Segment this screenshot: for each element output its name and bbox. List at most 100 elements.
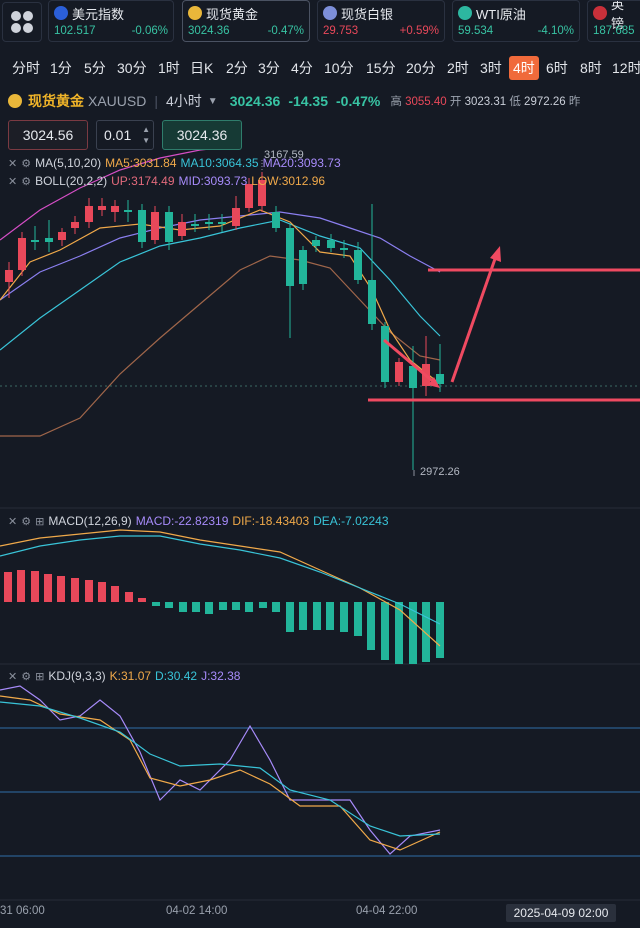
- sell-price-button[interactable]: 3024.56: [8, 120, 88, 150]
- uk-flag-icon: [593, 6, 607, 20]
- period-tab[interactable]: 1分: [50, 60, 72, 76]
- period-tab[interactable]: 3分: [258, 60, 280, 76]
- ohlc-summary: 高 3055.40 开 3023.31 低 2972.26 昨: [390, 96, 581, 108]
- ticker-bar: 美元指数 102.517 -0.06% 现货黄金 3024.36 -0.47% 现货…: [0, 0, 640, 46]
- candle-body: [31, 240, 39, 242]
- expand-icon[interactable]: ⊞: [35, 670, 45, 683]
- x-axis-label: 04-02 14:00: [166, 905, 228, 917]
- period-tab[interactable]: 2时: [447, 60, 469, 76]
- close-icon[interactable]: ✕: [8, 157, 18, 170]
- candlestick-chart[interactable]: [0, 150, 640, 928]
- macd-dif-line: [0, 529, 441, 647]
- chevron-down-icon[interactable]: ▼: [207, 95, 218, 107]
- candle-body: [409, 366, 417, 388]
- low-price-label: 2972.26: [420, 466, 460, 478]
- candle-body: [151, 212, 159, 240]
- macd-bar: [245, 602, 253, 612]
- high-price-label: 3167.59: [264, 149, 304, 161]
- macd-bar: [286, 602, 294, 632]
- period-tab[interactable]: 20分: [406, 60, 436, 76]
- timeframe-select[interactable]: 4小时: [166, 93, 202, 109]
- ticker-usd-index[interactable]: 美元指数 102.517 -0.06%: [48, 0, 174, 42]
- ticker-gbp[interactable]: 英镑 187.685: [587, 0, 640, 42]
- macd-bar: [259, 602, 267, 608]
- candle-body: [245, 184, 253, 208]
- candle-body: [111, 206, 119, 212]
- period-tab[interactable]: 日K: [190, 60, 214, 76]
- macd-bar: [85, 580, 93, 602]
- expand-icon[interactable]: ⊞: [35, 515, 45, 528]
- kdj-legend[interactable]: ✕ ⚙ ⊞ KDJ(9,3,3) K:31.07 D:30.42 J:32.38: [8, 669, 241, 683]
- macd-bar: [340, 602, 348, 632]
- ticker-spot-gold[interactable]: 现货黄金 3024.36 -0.47%: [182, 0, 310, 42]
- gold-icon: [8, 94, 22, 108]
- oil-icon: [458, 6, 472, 20]
- macd-bar: [313, 602, 321, 630]
- candle-body: [58, 232, 66, 240]
- macd-bar: [17, 570, 25, 602]
- buy-price-button[interactable]: 3024.36: [162, 120, 242, 150]
- gold-icon: [188, 6, 202, 20]
- settings-icon[interactable]: ⚙: [21, 515, 32, 528]
- x-axis-label: 04-04 22:00: [356, 905, 418, 917]
- macd-bar: [4, 572, 12, 602]
- crosshair-date-badge: 2025-04-09 02:00: [506, 904, 616, 922]
- silver-icon: [323, 6, 337, 20]
- candle-body: [138, 210, 146, 242]
- settings-icon[interactable]: ⚙: [21, 670, 32, 683]
- ma-lines: [0, 209, 441, 385]
- period-tab[interactable]: 2分: [226, 60, 248, 76]
- macd-bar: [165, 602, 173, 608]
- macd-bar: [326, 602, 334, 630]
- ticker-spot-silver[interactable]: 现货白银 29.753 +0.59%: [317, 0, 445, 42]
- high-value: 3055.40: [405, 96, 447, 108]
- period-tabs: 分时 1分 5分 30分 1时 日K 2分 3分 4分 10分 15分 20分 2时 3时 4时 6时 8时 12…: [0, 56, 640, 82]
- macd-bar: [219, 602, 227, 610]
- macd-bar: [272, 602, 280, 612]
- macd-bar: [422, 602, 430, 662]
- period-tab[interactable]: 15分: [366, 60, 396, 76]
- period-tab[interactable]: 10分: [324, 60, 354, 76]
- stepper-arrows-icon[interactable]: ▲ ▼: [142, 125, 150, 145]
- candle-body: [178, 222, 186, 236]
- macd-bar: [192, 602, 200, 612]
- arrowhead-icon: [428, 377, 440, 388]
- macd-bar: [125, 592, 133, 602]
- settings-icon[interactable]: ⚙: [21, 157, 32, 170]
- candle-body: [368, 280, 376, 324]
- period-tab[interactable]: 30分: [117, 60, 147, 76]
- boll-legend[interactable]: ✕ ⚙ BOLL(20,2,2) UP:3174.49 MID:3093.73 …: [8, 174, 326, 188]
- candle-body: [395, 362, 403, 382]
- period-tab[interactable]: 4分: [291, 60, 313, 76]
- kdj-d-line: [0, 701, 441, 837]
- candle-body: [85, 206, 93, 222]
- trend-arrow-down: [383, 338, 437, 386]
- app-menu-button[interactable]: [2, 2, 42, 42]
- close-icon[interactable]: ✕: [8, 515, 18, 528]
- macd-legend[interactable]: ✕ ⚙ ⊞ MACD(12,26,9) MACD:-22.82319 DIF:-…: [8, 514, 389, 528]
- candle-body: [312, 240, 320, 246]
- quantity-value: 0.01: [104, 127, 132, 143]
- quantity-stepper[interactable]: 0.01 ▲ ▼: [96, 120, 154, 150]
- period-tab[interactable]: 12时: [612, 60, 640, 76]
- period-tab[interactable]: 4时: [509, 56, 539, 80]
- period-tab[interactable]: 1时: [158, 60, 180, 76]
- ma-legend[interactable]: ✕ ⚙ MA(5,10,20) MA5:3031.84 MA10:3064.35…: [8, 156, 341, 170]
- candle-body: [436, 374, 444, 384]
- ticker-wti-oil[interactable]: WTI原油 59.534 -4.10%: [452, 0, 580, 42]
- settings-icon[interactable]: ⚙: [21, 175, 32, 188]
- close-icon[interactable]: ✕: [8, 670, 18, 683]
- macd-lines: [0, 529, 441, 647]
- period-tab[interactable]: 6时: [546, 60, 568, 76]
- period-tab[interactable]: 8时: [580, 60, 602, 76]
- period-tab[interactable]: 分时: [12, 60, 40, 76]
- candle-body: [299, 250, 307, 284]
- candle-body: [232, 208, 240, 226]
- symbol-name[interactable]: 现货黄金: [28, 93, 84, 109]
- macd-bar: [71, 578, 79, 602]
- candle-body: [18, 238, 26, 270]
- close-icon[interactable]: ✕: [8, 175, 18, 188]
- period-tab[interactable]: 5分: [84, 60, 106, 76]
- period-tab[interactable]: 3时: [480, 60, 502, 76]
- macd-bar: [31, 571, 39, 602]
